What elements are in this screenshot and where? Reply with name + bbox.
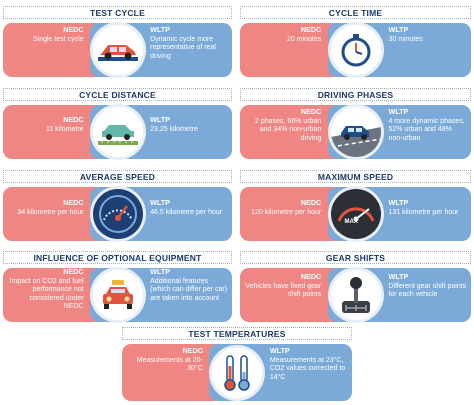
wltp-text: Measurements at 23°C, CO2 values correct… [269,356,346,381]
wltp-text: Dynamic cycle more representative of rea… [150,35,216,60]
wltp-text: Different gear shift points for each veh… [388,282,467,299]
nedc-label: NEDC [63,115,84,124]
nedc-text: 20 minutes [286,35,322,43]
wltp-label: WLTP [150,267,170,276]
nedc-text: 11 kilometre [45,125,84,133]
panel-gear-shifts: GEAR SHIFTS NEDC Vehicles have fixed gea… [240,251,471,322]
nedc-label: NEDC [63,198,84,207]
panel-test-temperatures: TEST TEMPERATURES NEDC Measurements at 2… [122,327,352,401]
nedc-text: 34 kilometre per hour [17,208,84,216]
wltp-label: WLTP [269,346,290,355]
car-road-icon [330,107,381,157]
car-ruler-icon [92,107,143,157]
wltp-text: 46.5 kilometre per hour [150,208,223,216]
car-on-dyno-icon [92,25,143,75]
wltp-label: WLTP [388,107,409,116]
nedc-text: Vehicles have fixed gear shift points [245,282,322,299]
panel-title: DRIVING PHASES [240,88,471,101]
nedc-text: Single test cycle [32,35,84,43]
panel-title: CYCLE TIME [240,6,471,19]
panel-driving-phases: DRIVING PHASES NEDC 2 phases, 66% urban … [240,88,471,159]
speedometer-icon [92,189,143,239]
max-gauge-icon: MAX [330,189,381,239]
panel-title: INFLUENCE OF OPTIONAL EQUIPMENT [3,251,232,264]
panel-maximum-speed: MAXIMUM SPEED NEDC 120 kilometre per hou… [240,170,471,241]
panel-title: GEAR SHIFTS [240,251,471,264]
wltp-label: WLTP [150,25,170,34]
wltp-text: Additional features (which can differ pe… [150,277,228,302]
wltp-label: WLTP [388,198,409,207]
wltp-label: WLTP [388,272,409,281]
nedc-text: Impact on CO2 and fuel performance not c… [9,277,84,311]
nedc-label: NEDC [300,25,322,34]
wltp-text: 4 more dynamic phases, 52% urban and 48%… [388,117,465,142]
wltp-text: 131 kilometre per hour [388,208,459,216]
panel-average-speed: AVERAGE SPEED NEDC 34 kilometre per hour… [3,170,232,241]
nedc-text: Measurements at 20-30°C [136,356,203,373]
thermometers-icon [212,347,262,398]
wltp-label: WLTP [150,198,170,207]
wltp-text: 30 minutes [388,35,423,43]
nedc-label: NEDC [300,272,322,281]
nedc-label: NEDC [63,25,84,34]
nedc-label: NEDC [182,346,203,355]
wltp-label: WLTP [150,115,170,124]
panel-test-cycle: TEST CYCLE NEDC Single test cycle WLTP D… [3,6,232,77]
panel-title: TEST CYCLE [3,6,232,19]
nedc-label: NEDC [300,107,322,116]
wltp-label: WLTP [388,25,409,34]
gear-stick-icon [330,270,381,320]
nedc-text: 2 phases, 66% urban and 34% non-urban dr… [255,117,322,142]
panel-optional-equipment: INFLUENCE OF OPTIONAL EQUIPMENT NEDC Imp… [3,251,232,322]
panel-title: TEST TEMPERATURES [122,327,352,340]
nedc-text: 120 kilometre per hour [251,208,322,216]
panel-cycle-distance: CYCLE DISTANCE NEDC 11 kilometre WLTP 23… [3,88,232,159]
panel-title: AVERAGE SPEED [3,170,232,183]
nedc-label: NEDC [300,198,322,207]
stopwatch-icon [330,25,381,75]
car-front-icon [92,270,143,320]
gauge-max-label: MAX [344,219,358,225]
wltp-text: 23.25 kilometre [150,125,198,133]
panel-cycle-time: CYCLE TIME NEDC 20 minutes WLTP 30 minut… [240,6,471,77]
nedc-label: NEDC [63,267,84,276]
panel-title: MAXIMUM SPEED [240,170,471,183]
panel-title: CYCLE DISTANCE [3,88,232,101]
